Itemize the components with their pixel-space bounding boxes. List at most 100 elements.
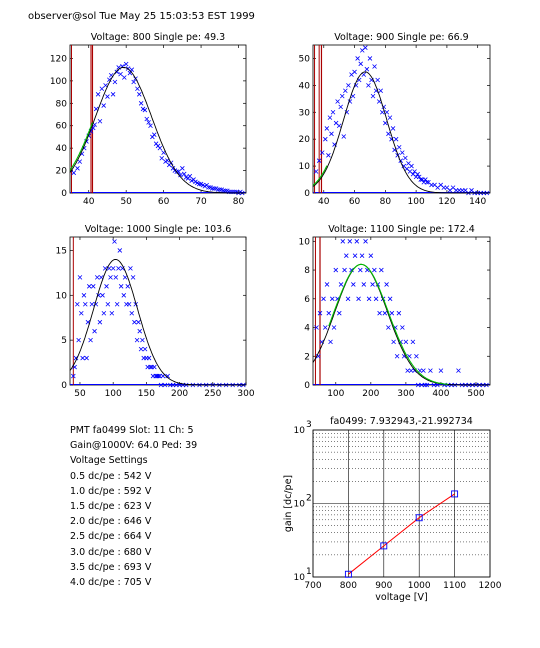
data-point [101,310,107,316]
x-tick-label: 60 [158,197,170,207]
data-point [377,310,382,316]
data-point [331,325,337,330]
x-tick-label: 50 [74,389,86,399]
data-point [352,253,358,258]
data-point [431,382,437,388]
data-point [341,134,347,139]
chart-title: fa0499: 7.932943,-21.992734 [330,416,473,427]
data-point [221,188,226,194]
info-line-6: 2.0 dc/pe : 646 V [70,516,152,528]
info-line-7: 2.5 dc/pe : 664 V [70,531,152,543]
data-point [97,319,103,325]
low-side-fit [69,122,94,171]
data-point [379,267,384,273]
data-point [382,310,388,316]
y-tick-label: 60 [56,122,68,132]
data-point [108,275,113,280]
data-point [370,93,376,99]
data-point [422,382,428,388]
data-point [384,109,390,115]
data-point [399,150,405,155]
data-point [140,337,145,343]
data-point [393,136,399,142]
data-point [136,319,141,325]
plot-frame [69,44,247,194]
y-tick-label: 10 [56,291,68,301]
x-axis-label: voltage [V] [375,592,427,603]
data-point [355,56,360,61]
x-tick-label: 200 [171,389,188,399]
data-point [396,310,402,316]
data-point [368,253,374,258]
chart-title: Voltage: 900 Single pe: 66.9 [334,32,468,43]
data-point [347,239,353,244]
data-point [148,123,153,129]
data-point [94,275,100,280]
histogram-chart-2: Voltage: 1000 Single pe: 103.650 100 150 20… [56,224,255,399]
data-point [105,94,110,99]
y-tick-label: 4 [304,324,310,334]
data-point [75,301,80,307]
data-point [132,319,137,325]
y-tick-exponent: 1 [306,567,312,577]
data-point [112,239,117,244]
data-point [419,382,424,388]
data-point [113,275,119,280]
data-point [330,109,336,115]
info-line-0: PMT fa0499 Slot: 11 Ch: 5 [70,425,194,436]
data-point [410,339,416,345]
data-point [107,77,112,83]
data-point [405,368,410,373]
y-tick-label: 80 [56,99,68,109]
x-tick-label: 60 [349,197,361,207]
data-point [117,248,123,253]
data-point [183,382,189,388]
data-point [326,310,332,316]
data-point [358,267,363,273]
gaussian-fit [312,71,490,194]
x-tick-label: 900 [375,581,392,591]
y-tick-label: 30 [299,108,311,118]
data-point [80,355,85,361]
data-point [387,115,393,120]
y-tick-exponent: 2 [306,494,312,504]
x-tick-label: 120 [438,197,455,207]
data-point [105,301,111,307]
data-point [112,79,118,85]
data-point [359,253,365,258]
data-point [110,92,116,97]
x-tick-label: 140 [469,197,486,207]
data-point [86,284,92,289]
data-point [409,163,414,169]
data-point [363,239,368,244]
data-point [338,282,344,287]
gain-point [380,542,388,550]
data-point [157,373,162,379]
data-point [71,170,77,176]
low-side-fit [328,263,448,385]
data-point [313,169,319,174]
data-point [317,310,323,316]
data-point [156,373,161,379]
data-point [128,266,133,271]
gain-point [451,490,459,498]
data-point [136,92,142,97]
y-tick-label: 100 [50,77,67,87]
data-point [327,115,333,120]
y-tick-label: 50 [299,54,311,64]
data-point [146,120,151,125]
info-line-4: 1.0 dc/pe : 592 V [70,485,152,497]
data-point [343,88,348,94]
data-point [324,126,330,131]
gaussian-fit [69,66,246,194]
x-tick-label: 300 [237,389,254,399]
data-point [342,267,347,273]
data-point [424,179,430,185]
data-point [319,150,325,155]
data-point [77,275,83,280]
data-point [92,328,97,334]
data-point [130,275,136,280]
y-tick-label: 0 [304,381,310,391]
